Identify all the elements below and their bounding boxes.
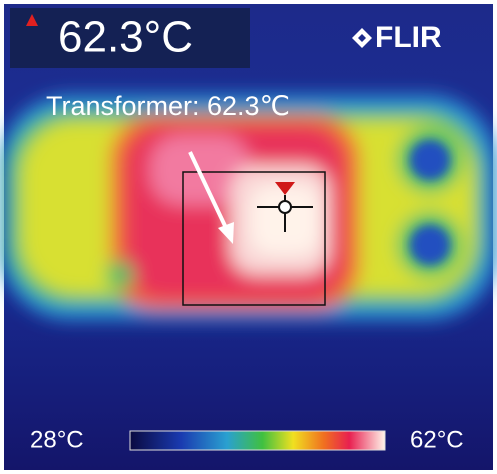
scale-max-label: 62°C: [410, 426, 464, 453]
annotation: Transformer: 62.3℃: [46, 91, 290, 121]
thermal-screen: 62.3°C FLIR Transformer: 62.3℃ 28°C 62°C: [0, 0, 497, 474]
readout-temperature: 62.3°C: [58, 13, 193, 62]
color-scale-bar: [130, 431, 385, 450]
heat-map: [0, 95, 497, 320]
scale-min-label: 28°C: [30, 426, 84, 453]
brand: FLIR: [375, 21, 442, 54]
